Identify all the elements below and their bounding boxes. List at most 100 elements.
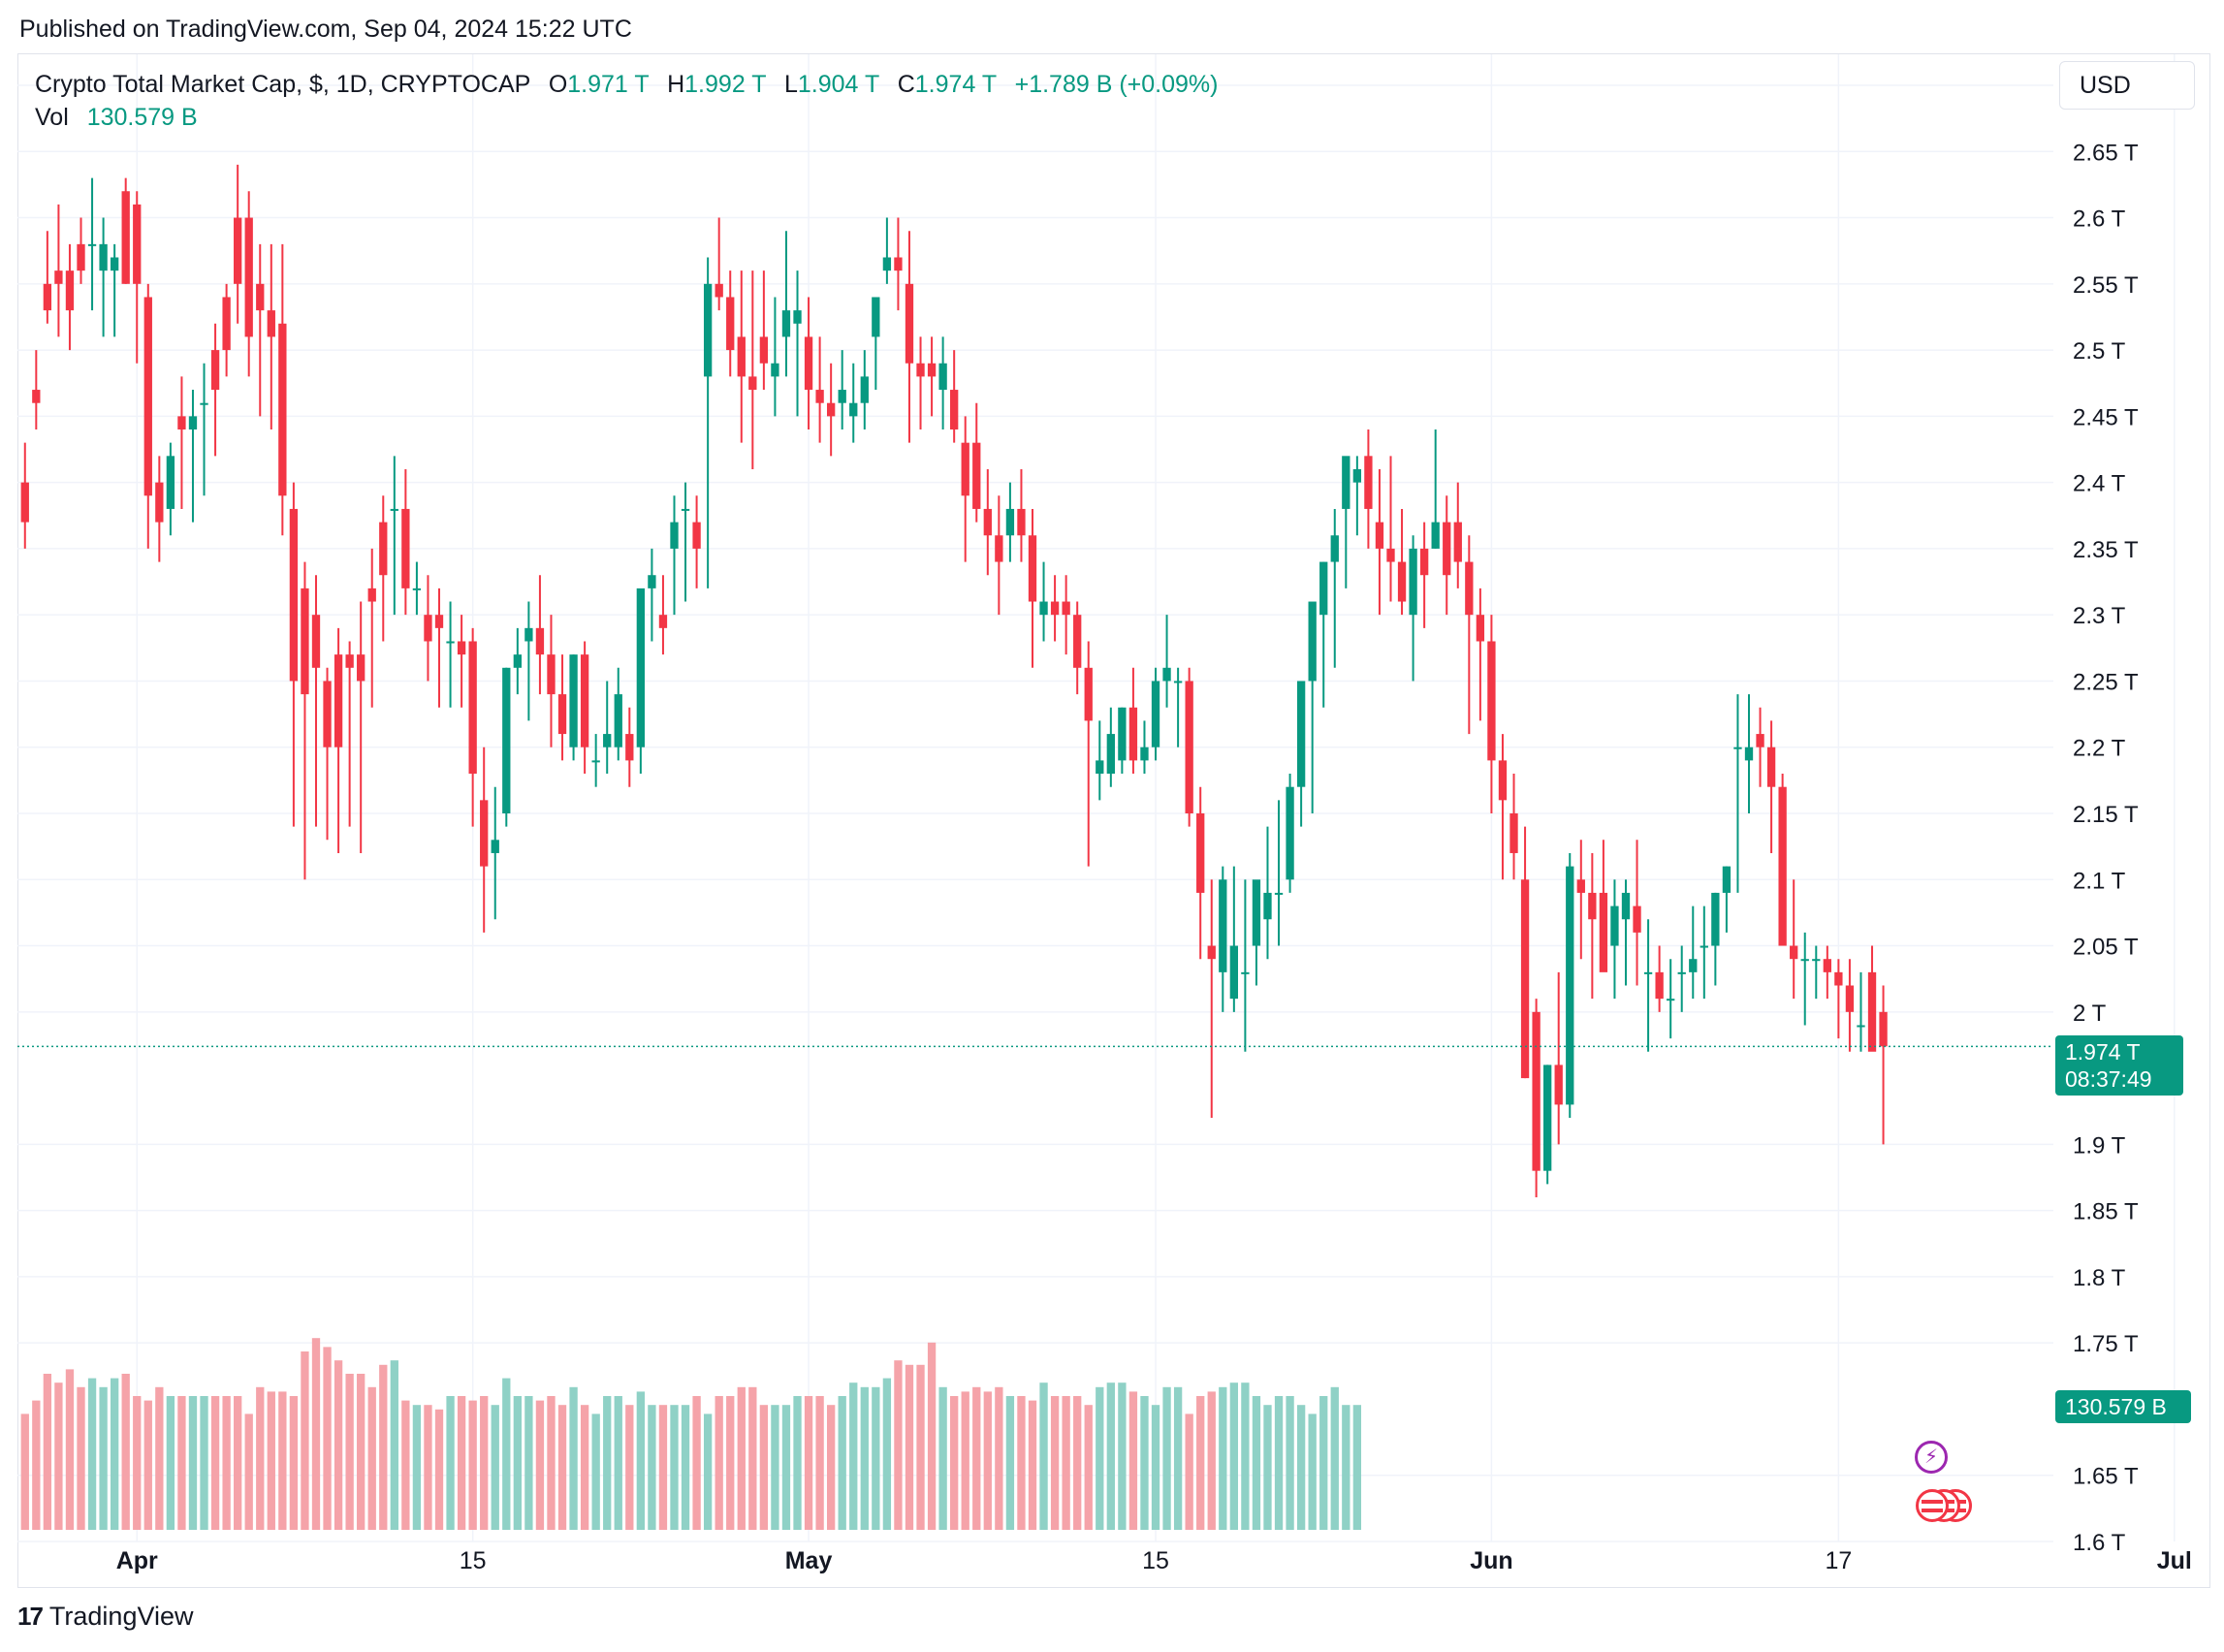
candle-body bbox=[703, 283, 713, 377]
lightning-icon[interactable]: ⚡ bbox=[1915, 1441, 1948, 1474]
volume-bar bbox=[1263, 1405, 1272, 1530]
volume-bar bbox=[771, 1405, 779, 1530]
candle-body bbox=[311, 615, 321, 668]
candle-body bbox=[1173, 681, 1183, 683]
volume-bar bbox=[1039, 1382, 1048, 1530]
candle-body bbox=[1106, 734, 1115, 775]
candle-body bbox=[737, 336, 746, 377]
volume-bar bbox=[905, 1364, 914, 1530]
price-tick-label: 2.4 T bbox=[2073, 471, 2126, 497]
volume-bar bbox=[1319, 1396, 1328, 1530]
candle-body bbox=[1419, 548, 1429, 576]
tradingview-logo[interactable]: 17 TradingView bbox=[17, 1602, 194, 1632]
candle-body bbox=[1689, 959, 1698, 972]
open-label: O bbox=[548, 71, 568, 98]
candle-body bbox=[1667, 999, 1675, 1001]
candle-body bbox=[143, 297, 152, 496]
volume-bar bbox=[289, 1396, 299, 1530]
candle-body bbox=[1140, 747, 1149, 761]
candle-body bbox=[65, 270, 75, 311]
candle-body bbox=[155, 482, 164, 523]
candle-body bbox=[87, 243, 97, 246]
volume-bar bbox=[524, 1396, 533, 1530]
chart-legend: Crypto Total Market Cap, $, 1D, CRYPTOCA… bbox=[35, 68, 1218, 134]
candle-body bbox=[1543, 1064, 1552, 1171]
volume-bar bbox=[188, 1396, 198, 1530]
candle-body bbox=[334, 654, 343, 747]
candle-body bbox=[301, 588, 309, 695]
volume-bar bbox=[1084, 1405, 1093, 1530]
candle-body bbox=[278, 323, 287, 496]
candle-body bbox=[1274, 892, 1284, 895]
volume-bar bbox=[1308, 1414, 1317, 1530]
candle-body bbox=[882, 257, 892, 271]
candle-body bbox=[1028, 535, 1037, 602]
candle-body bbox=[1219, 879, 1227, 972]
candle-body bbox=[1812, 959, 1821, 962]
candle-body bbox=[849, 402, 858, 417]
candle-body bbox=[133, 204, 142, 284]
volume-bar bbox=[412, 1405, 422, 1530]
candle-body bbox=[188, 416, 198, 430]
candle-body bbox=[1643, 971, 1653, 974]
candle-body bbox=[1286, 786, 1294, 880]
candle-body bbox=[524, 627, 533, 642]
candle-body bbox=[1790, 945, 1798, 960]
time-axis: Apr15May15Jun17Jul15Aug15Sep bbox=[116, 1547, 2192, 1574]
price-tick-label: 1.9 T bbox=[2073, 1132, 2126, 1159]
candle-body bbox=[1062, 601, 1070, 616]
volume-bar bbox=[670, 1405, 679, 1530]
currency-selector[interactable]: USD bbox=[2059, 61, 2195, 110]
volume-bar bbox=[424, 1405, 432, 1530]
price-tick-label: 1.6 T bbox=[2073, 1530, 2126, 1556]
volume-bar bbox=[1274, 1396, 1284, 1530]
candle-body bbox=[1778, 786, 1787, 946]
us-flag-icon[interactable] bbox=[1916, 1489, 1949, 1522]
candle-body bbox=[401, 508, 410, 588]
price-tick-label: 1.75 T bbox=[2073, 1331, 2139, 1357]
volume-bar bbox=[1005, 1396, 1015, 1530]
symbol-title: Crypto Total Market Cap, $, 1D, CRYPTOCA… bbox=[35, 71, 530, 98]
volume-bar bbox=[1173, 1386, 1183, 1530]
candle-body bbox=[804, 336, 813, 391]
candle-body bbox=[1711, 892, 1720, 946]
price-tick-label: 2.5 T bbox=[2073, 338, 2126, 365]
volume-bar bbox=[301, 1351, 309, 1530]
volume-bar bbox=[491, 1405, 499, 1530]
candle-body bbox=[502, 667, 511, 813]
candle-body bbox=[1823, 959, 1831, 972]
candle-body bbox=[759, 336, 769, 364]
candle-body bbox=[289, 508, 299, 682]
volume-bar bbox=[614, 1396, 622, 1530]
volume-bar bbox=[872, 1386, 880, 1530]
candle-body bbox=[1566, 866, 1574, 1105]
price-tick-label: 2.65 T bbox=[2073, 140, 2139, 166]
candle-body bbox=[1633, 905, 1641, 933]
candle-body bbox=[468, 641, 477, 775]
price-tick-label: 2.1 T bbox=[2073, 868, 2126, 894]
candle-body bbox=[1834, 971, 1843, 986]
candle-body bbox=[1576, 879, 1585, 893]
volume-bar bbox=[65, 1369, 75, 1530]
volume-bar bbox=[849, 1382, 858, 1530]
candle-body bbox=[1364, 456, 1373, 509]
time-tick-label: Apr bbox=[116, 1547, 158, 1574]
volume-bar bbox=[1342, 1405, 1350, 1530]
volume-bar bbox=[200, 1396, 208, 1530]
candle-body bbox=[99, 243, 108, 271]
volume-bar bbox=[32, 1400, 41, 1530]
volume-bar bbox=[737, 1386, 746, 1530]
volume-bar bbox=[222, 1396, 231, 1530]
time-tick-label: 15 bbox=[1142, 1547, 1169, 1574]
candle-body bbox=[43, 283, 52, 311]
volume-bars bbox=[20, 1338, 1362, 1530]
candle-body bbox=[166, 456, 175, 509]
candle-body bbox=[1756, 734, 1764, 747]
candle-body bbox=[256, 283, 265, 311]
candle-body bbox=[591, 760, 600, 763]
candle-body bbox=[872, 297, 880, 337]
candle-body bbox=[513, 654, 522, 668]
price-tick-label: 2.45 T bbox=[2073, 404, 2139, 430]
candle-body bbox=[1744, 747, 1754, 761]
